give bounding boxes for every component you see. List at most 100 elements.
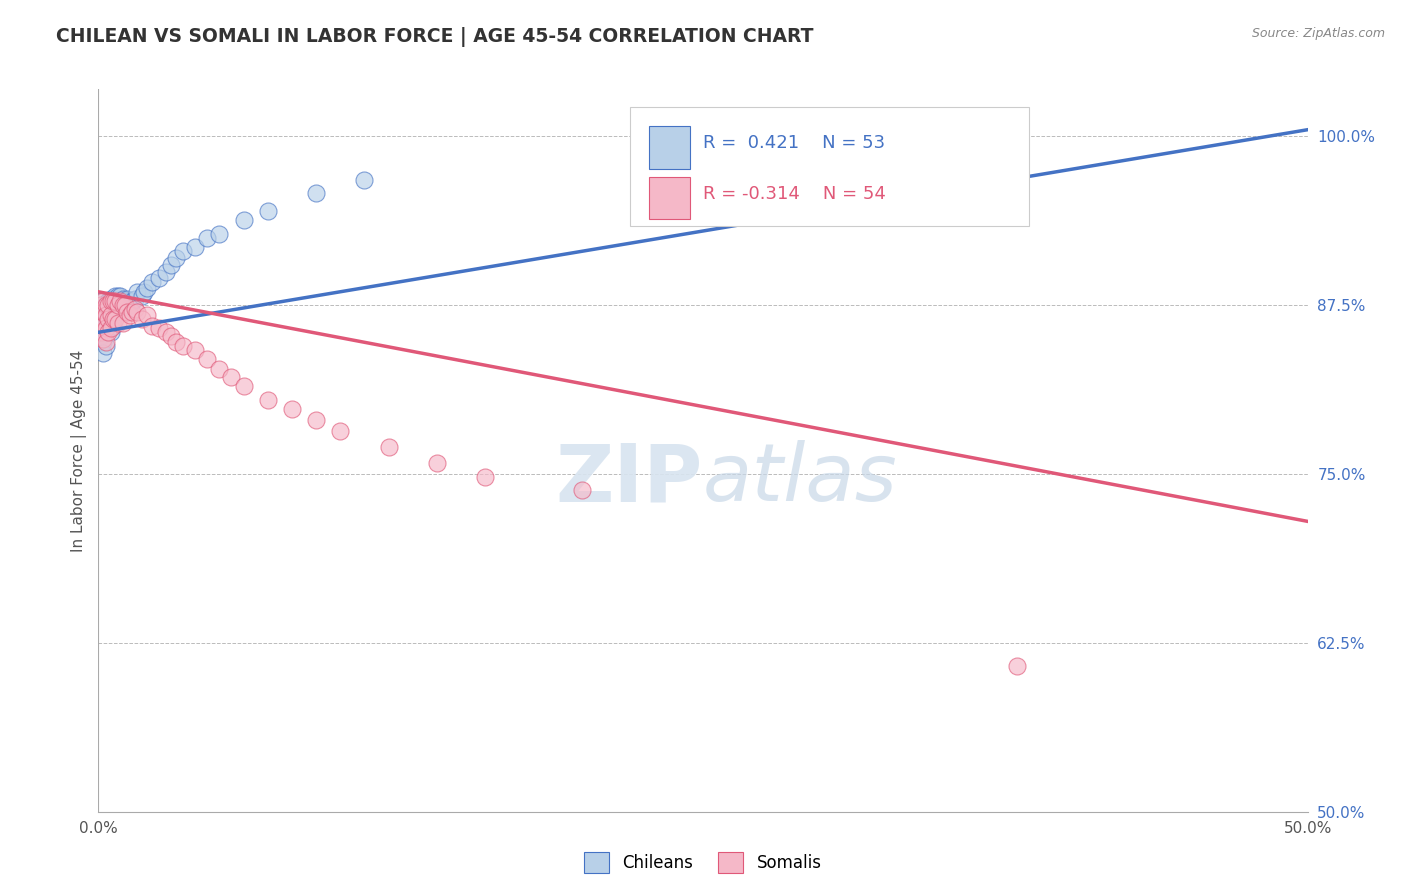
Point	[141, 318, 163, 333]
Point	[91, 305, 114, 319]
Point	[281, 402, 304, 417]
Point	[91, 310, 114, 325]
Point	[91, 301, 114, 315]
Point	[97, 298, 120, 312]
Point	[256, 203, 278, 218]
Point	[135, 281, 157, 295]
Point	[165, 251, 187, 265]
Point	[97, 305, 120, 319]
Text: atlas: atlas	[703, 441, 898, 518]
Point	[90, 311, 112, 326]
Point	[155, 264, 177, 278]
Point	[124, 292, 146, 306]
Point	[101, 292, 124, 306]
Point	[100, 302, 122, 317]
Point	[107, 289, 129, 303]
Point	[108, 294, 131, 309]
Point	[100, 294, 122, 309]
Point	[94, 298, 117, 312]
Point	[165, 334, 187, 349]
Point	[232, 213, 254, 227]
Point	[117, 292, 139, 306]
Point	[94, 298, 117, 312]
Point	[377, 440, 399, 454]
Point	[353, 172, 375, 186]
Point	[124, 302, 146, 317]
Point	[221, 369, 243, 384]
Point	[195, 352, 218, 367]
Point	[160, 258, 183, 272]
Text: R = -0.314    N = 54: R = -0.314 N = 54	[703, 185, 886, 203]
Point	[172, 339, 194, 353]
Point	[148, 321, 170, 335]
Point	[104, 305, 127, 319]
Point	[232, 379, 254, 393]
Point	[114, 298, 136, 312]
Point	[114, 294, 136, 309]
Point	[107, 316, 129, 330]
Point	[256, 392, 278, 407]
Point	[131, 289, 153, 303]
Point	[90, 329, 112, 343]
Point	[97, 316, 120, 330]
Point	[91, 332, 114, 346]
Point	[474, 470, 496, 484]
Point	[97, 294, 120, 309]
Point	[101, 294, 124, 309]
Point	[111, 316, 134, 330]
Point	[101, 318, 124, 333]
Point	[118, 308, 141, 322]
Point	[104, 294, 127, 309]
Point	[90, 298, 112, 312]
Point	[111, 292, 134, 306]
Point	[100, 308, 122, 322]
Text: ZIP: ZIP	[555, 441, 703, 518]
Text: R =  0.421    N = 53: R = 0.421 N = 53	[703, 135, 886, 153]
Point	[108, 289, 131, 303]
Point	[134, 285, 156, 299]
Point	[94, 339, 117, 353]
Point	[91, 345, 114, 359]
Point	[121, 294, 143, 309]
FancyBboxPatch shape	[648, 177, 690, 219]
Text: Source: ZipAtlas.com: Source: ZipAtlas.com	[1251, 27, 1385, 40]
Point	[91, 334, 114, 349]
Point	[571, 483, 593, 498]
Point	[97, 326, 120, 340]
Point	[208, 361, 231, 376]
Point	[91, 326, 114, 340]
Text: CHILEAN VS SOMALI IN LABOR FORCE | AGE 45-54 CORRELATION CHART: CHILEAN VS SOMALI IN LABOR FORCE | AGE 4…	[56, 27, 814, 46]
Point	[94, 326, 117, 340]
Point	[121, 305, 143, 319]
Point	[148, 271, 170, 285]
Point	[305, 413, 328, 427]
Point	[100, 321, 122, 335]
Point	[90, 318, 112, 333]
Y-axis label: In Labor Force | Age 45-54: In Labor Force | Age 45-54	[72, 350, 87, 551]
Point	[107, 298, 129, 312]
FancyBboxPatch shape	[648, 126, 690, 169]
Point	[97, 311, 120, 326]
Point	[100, 311, 122, 326]
Point	[90, 294, 112, 309]
Point	[118, 298, 141, 312]
Point	[329, 424, 352, 438]
Legend: Chileans, Somalis: Chileans, Somalis	[578, 846, 828, 880]
Point	[101, 311, 124, 326]
Point	[135, 308, 157, 322]
Point	[91, 318, 114, 333]
Point	[100, 326, 122, 340]
Point	[160, 329, 183, 343]
Point	[94, 316, 117, 330]
Point	[131, 311, 153, 326]
Point	[107, 298, 129, 312]
Point	[94, 334, 117, 349]
Point	[104, 311, 127, 326]
Point	[100, 292, 122, 306]
Point	[101, 302, 124, 317]
Point	[111, 298, 134, 312]
Point	[172, 244, 194, 259]
Point	[195, 231, 218, 245]
Point	[127, 305, 149, 319]
Point	[305, 186, 328, 201]
